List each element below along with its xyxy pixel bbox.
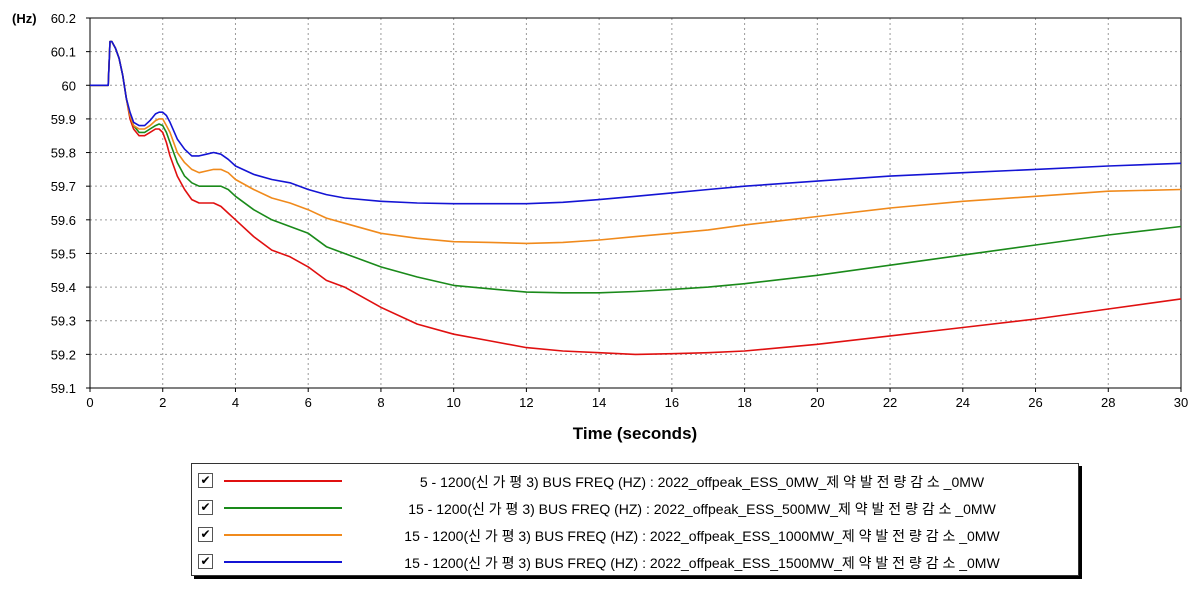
legend-label: 15 - 1200(신 가 평 3) BUS FREQ (HZ) : 2022_… — [408, 501, 996, 517]
x-tick-label: 12 — [519, 395, 533, 410]
legend: ✔ 5 - 1200(신 가 평 3) BUS FREQ (HZ) : 2022… — [191, 463, 1079, 576]
x-tick-label: 22 — [883, 395, 897, 410]
axes: 0 2 4 6 8 10 12 14 16 18 20 22 24 26 28 3060.260.16059.… — [51, 11, 1189, 410]
y-tick-label: 60.1 — [51, 45, 76, 60]
legend-item[interactable]: ✔ 15 - 1200(신 가 평 3) BUS FREQ (HZ) : 202… — [192, 498, 1078, 518]
y-tick-label: 59.3 — [51, 314, 76, 329]
plot-area — [89, 17, 1182, 389]
legend-swatch — [224, 534, 342, 536]
legend-label: 5 - 1200(신 가 평 3) BUS FREQ (HZ) : 2022_o… — [419, 474, 985, 490]
series-line-0 — [90, 40, 1182, 356]
x-tick-label: 24 — [956, 395, 970, 410]
y-tick-label: 59.9 — [51, 112, 76, 127]
legend-label: 15 - 1200(신 가 평 3) BUS FREQ (HZ) : 2022_… — [404, 528, 1000, 544]
y-tick-label: 60 — [62, 78, 76, 93]
checkbox-checked-icon[interactable]: ✔ — [198, 527, 213, 542]
series-line-1 — [90, 40, 1182, 294]
y-tick-label: 59.6 — [51, 213, 76, 228]
checkbox-checked-icon[interactable]: ✔ — [198, 554, 213, 569]
x-tick-label: 20 — [810, 395, 824, 410]
legend-swatch — [224, 480, 342, 482]
x-tick-label: 28 — [1101, 395, 1115, 410]
x-tick-label: 14 — [592, 395, 606, 410]
series-line-2 — [90, 40, 1182, 245]
y-tick-label: 59.2 — [51, 347, 76, 362]
x-tick-label: 4 — [232, 395, 239, 410]
y-tick-label: 59.7 — [51, 179, 76, 194]
legend-item[interactable]: ✔ 5 - 1200(신 가 평 3) BUS FREQ (HZ) : 2022… — [192, 471, 1078, 491]
x-tick-label: 10 — [446, 395, 460, 410]
series-lines — [90, 40, 1182, 356]
y-tick-label: 59.4 — [51, 280, 76, 295]
series-line-3 — [90, 40, 1182, 205]
checkbox-checked-icon[interactable]: ✔ — [198, 500, 213, 515]
x-tick-label: 0 — [86, 395, 93, 410]
x-tick-label: 8 — [377, 395, 384, 410]
legend-item[interactable]: ✔ 15 - 1200(신 가 평 3) BUS FREQ (HZ) : 202… — [192, 525, 1078, 545]
legend-item[interactable]: ✔ 15 - 1200(신 가 평 3) BUS FREQ (HZ) : 202… — [192, 552, 1078, 572]
x-tick-label: 16 — [665, 395, 679, 410]
x-tick-label: 30 — [1174, 395, 1188, 410]
grid — [90, 18, 1181, 388]
legend-label: 15 - 1200(신 가 평 3) BUS FREQ (HZ) : 2022_… — [404, 555, 1000, 571]
x-tick-label: 6 — [305, 395, 312, 410]
y-tick-label: 60.2 — [51, 11, 76, 26]
y-tick-label: 59.1 — [51, 381, 76, 396]
legend-swatch — [224, 561, 342, 563]
x-axis-title: Time (seconds) — [573, 424, 697, 443]
x-tick-label: 2 — [159, 395, 166, 410]
x-tick-label: 18 — [737, 395, 751, 410]
y-tick-label: 59.8 — [51, 146, 76, 161]
y-unit-label: (Hz) — [12, 11, 37, 26]
legend-swatch — [224, 507, 342, 509]
x-tick-label: 26 — [1028, 395, 1042, 410]
y-tick-label: 59.5 — [51, 246, 76, 261]
checkbox-checked-icon[interactable]: ✔ — [198, 473, 213, 488]
